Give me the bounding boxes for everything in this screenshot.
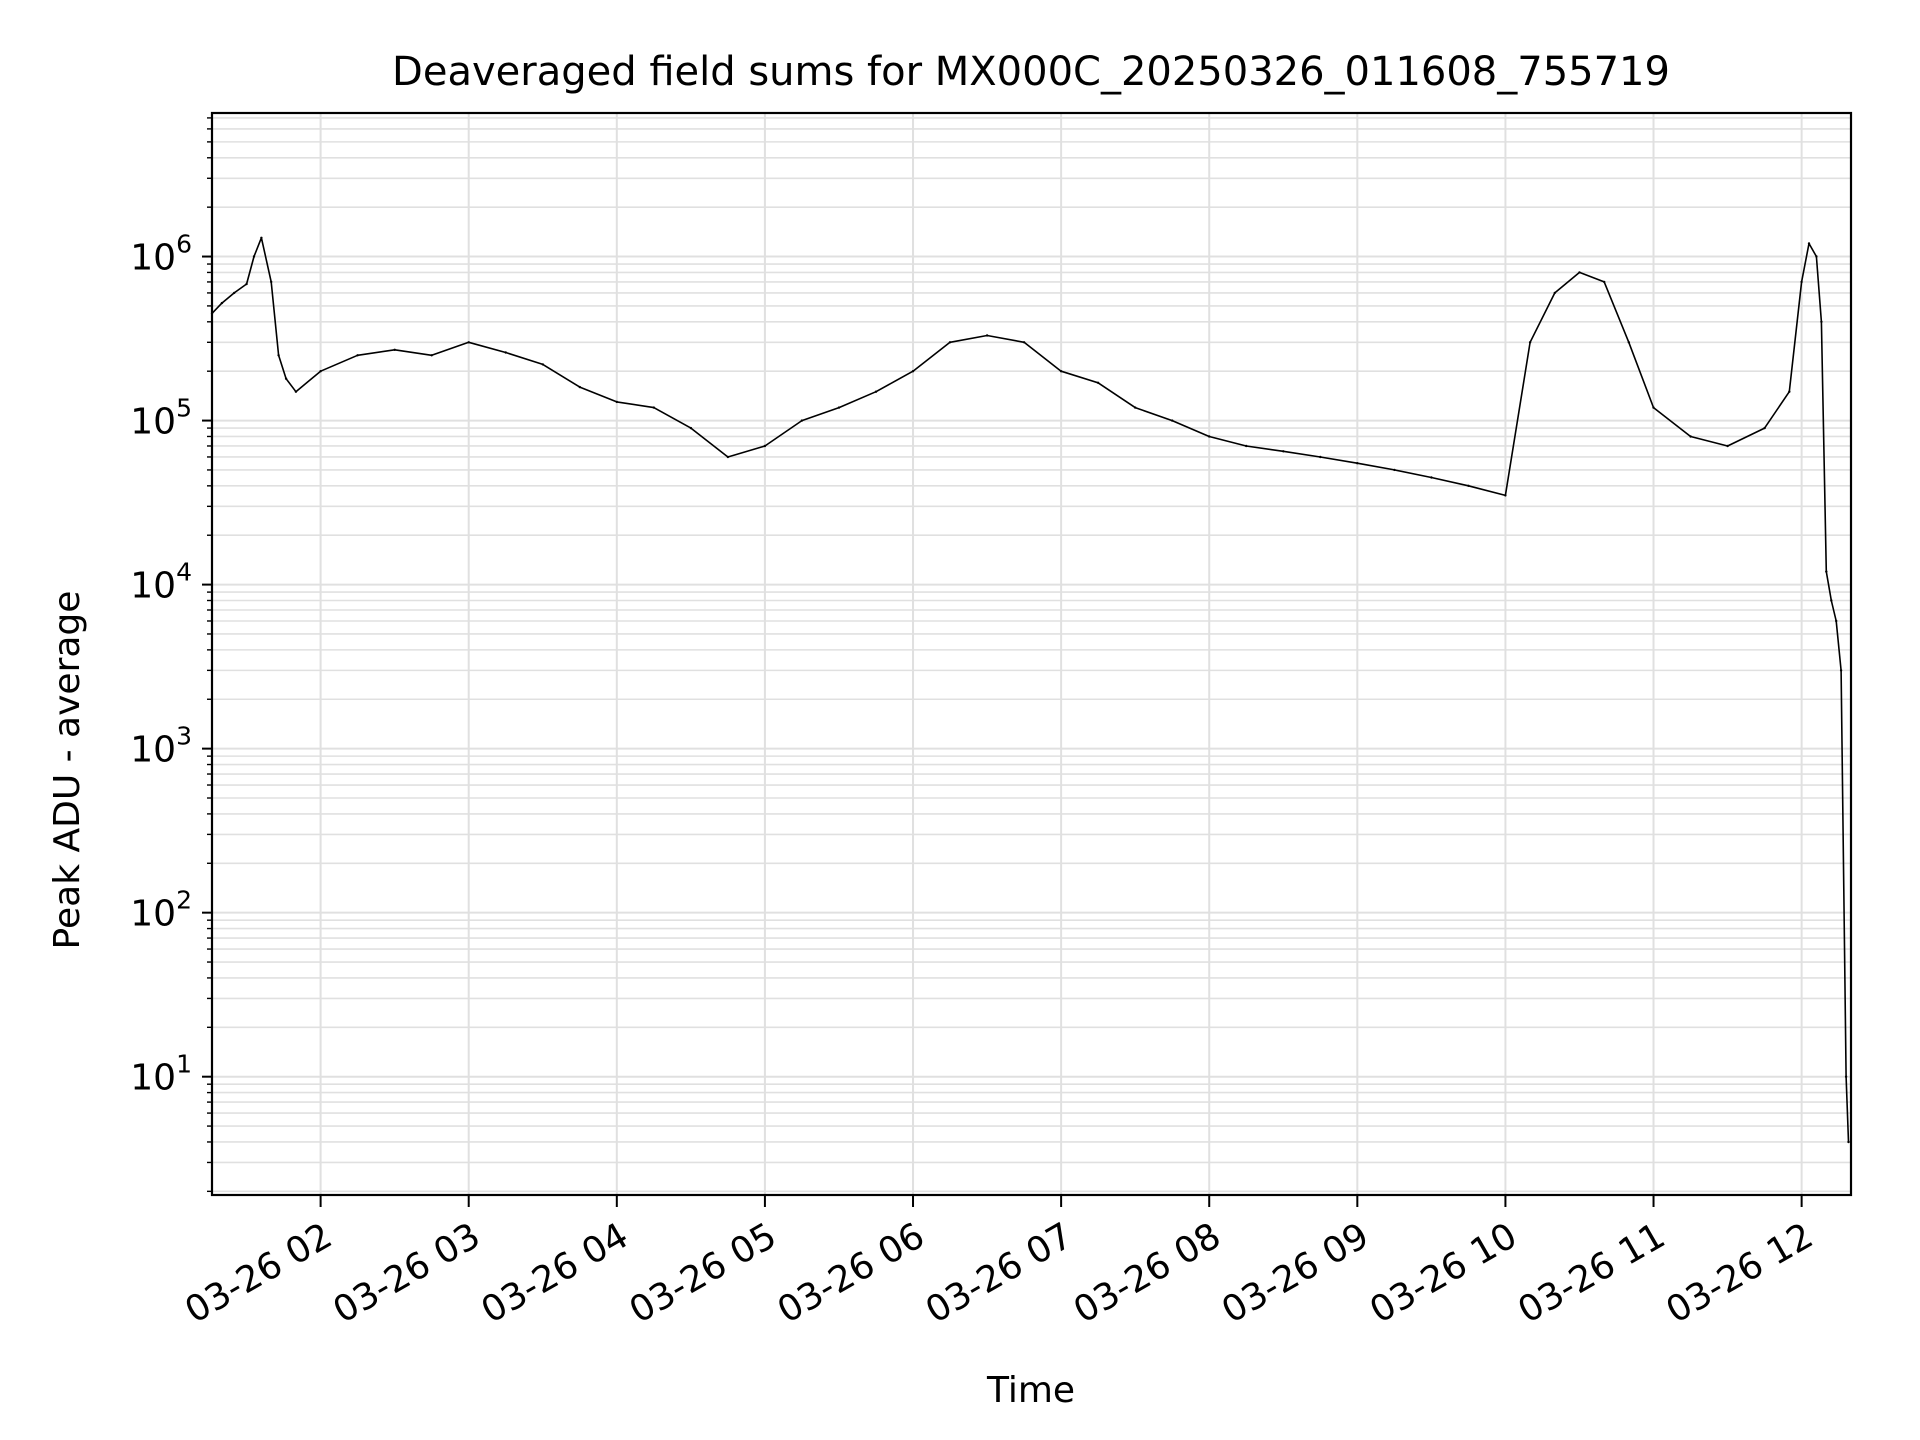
data-point [1528, 341, 1532, 344]
data-point [393, 348, 396, 351]
data-point [233, 291, 236, 295]
data-point [1847, 1140, 1850, 1144]
data-point [689, 426, 693, 430]
grid [212, 113, 1851, 1195]
x-tick-label: 03-26 12 [1659, 1215, 1820, 1331]
data-point [270, 280, 273, 284]
data-point [1282, 450, 1285, 453]
data-point [763, 444, 767, 448]
data-point [1788, 390, 1791, 393]
y-tick-label: 101 [130, 1050, 192, 1099]
chart-title: Deaveraged field sums for MX000C_2025032… [392, 49, 1670, 95]
data-point [578, 385, 581, 389]
data-point [284, 377, 288, 380]
data-point [1059, 370, 1063, 373]
data-point [1134, 406, 1137, 409]
x-tick-label: 03-26 09 [1215, 1215, 1376, 1331]
data-point [1815, 255, 1818, 258]
data-point [1830, 599, 1833, 602]
data-point [1553, 291, 1557, 295]
data-point [260, 236, 263, 239]
data-point [1578, 271, 1581, 274]
data-point [1652, 406, 1655, 409]
y-tick-label: 104 [130, 558, 192, 607]
x-axis-label: Time [986, 1370, 1075, 1411]
data-point [1820, 320, 1823, 323]
data-point [948, 341, 952, 344]
data-point [1689, 435, 1692, 438]
data-point [541, 363, 544, 366]
data-point [985, 334, 989, 337]
data-point [800, 419, 804, 422]
data-point [1627, 341, 1631, 344]
plot-frame [210, 111, 1853, 1197]
data-point [1356, 462, 1359, 465]
data-point [911, 370, 915, 373]
data-point [1319, 455, 1322, 459]
x-tick-label: 03-26 05 [623, 1215, 784, 1331]
data-point [1467, 484, 1470, 487]
data-point [1430, 476, 1433, 479]
y-tick-label: 102 [130, 886, 192, 935]
x-tick-label: 03-26 07 [919, 1215, 1080, 1331]
data-point [220, 301, 224, 305]
data-point [277, 354, 280, 357]
data-point [1096, 381, 1100, 384]
data-point [467, 341, 470, 344]
data-point [294, 390, 298, 393]
series-line [211, 237, 1850, 1143]
x-tick-label: 03-26 06 [771, 1215, 932, 1331]
data-point [1807, 242, 1811, 245]
data-point [504, 351, 507, 354]
data-point [1839, 669, 1843, 672]
data-point [1171, 419, 1174, 422]
data-point [1022, 341, 1026, 344]
data-point [430, 354, 433, 357]
data-point [1603, 280, 1606, 284]
data-point [1208, 435, 1211, 438]
y-tick-label: 106 [130, 230, 192, 279]
data-point [874, 390, 878, 393]
data-point [1393, 468, 1396, 472]
data-point [319, 370, 322, 373]
x-tick-label: 03-26 10 [1363, 1215, 1524, 1331]
series-layer [210, 236, 1850, 1144]
data-point [1504, 494, 1507, 497]
data-point [1844, 1075, 1848, 1078]
data-point [1800, 280, 1803, 284]
data-point [726, 455, 730, 459]
data-point [1726, 444, 1729, 448]
data-point [356, 354, 359, 357]
data-point [652, 406, 655, 409]
y-axis-label: Peak ADU - average [47, 591, 88, 950]
x-tick-label: 03-26 04 [475, 1215, 636, 1331]
data-point [1245, 444, 1248, 448]
x-tick-label: 03-26 11 [1511, 1215, 1672, 1331]
x-tick-label: 03-26 03 [327, 1215, 488, 1331]
x-tick-label: 03-26 08 [1067, 1215, 1228, 1331]
data-point [837, 406, 841, 409]
data-point [245, 282, 248, 286]
data-point [1763, 426, 1766, 430]
x-tick-label: 03-26 02 [178, 1215, 339, 1331]
data-point [1825, 570, 1828, 573]
data-point [1835, 619, 1838, 623]
y-tick-label: 105 [130, 394, 192, 443]
data-point [252, 255, 256, 258]
data-point [615, 400, 618, 404]
y-tick-label: 103 [130, 722, 192, 771]
